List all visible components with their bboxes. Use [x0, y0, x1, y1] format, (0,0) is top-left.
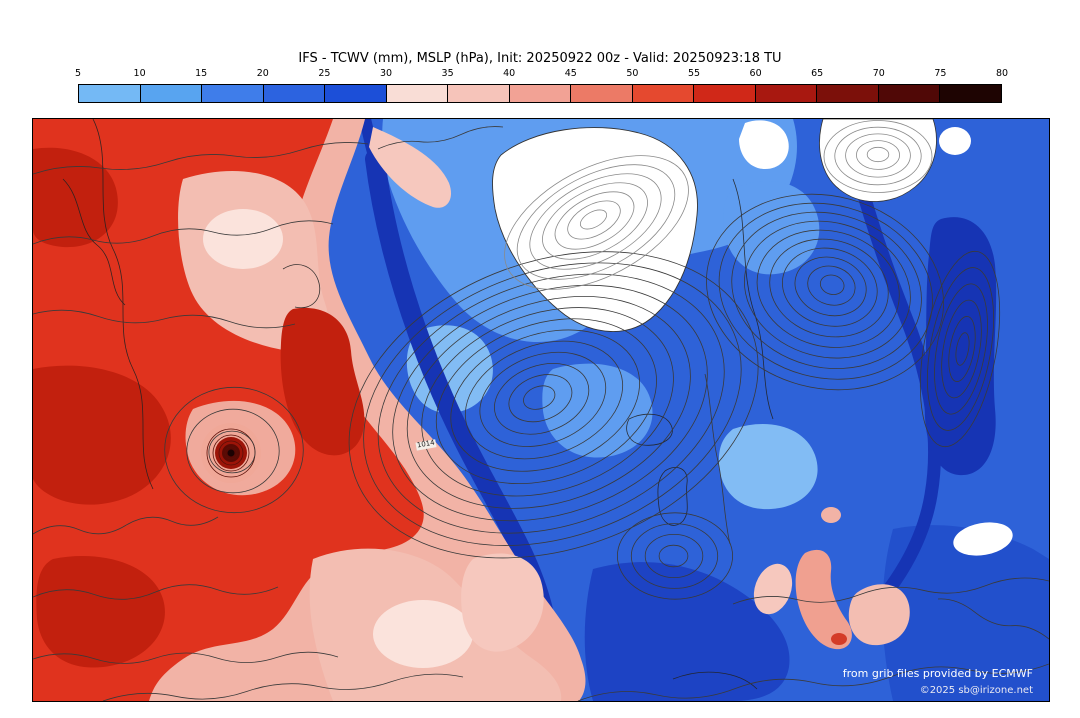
colorbar-segment	[448, 85, 510, 102]
colorbar-tick: 40	[503, 68, 516, 79]
ice-white-patches	[492, 119, 1013, 556]
chart-title: IFS - TCWV (mm), MSLP (hPa), Init: 20250…	[298, 51, 782, 66]
tcwv-europe-moist-patches	[461, 507, 910, 652]
colorbar-tick: 70	[872, 68, 885, 79]
colorbar-tick: 80	[995, 68, 1009, 79]
colorbar-segment	[878, 85, 941, 102]
colorbar-segment	[509, 85, 572, 102]
attribution-source: from grib files provided by ECMWF	[842, 667, 1033, 681]
colorbar-tick: 55	[687, 68, 701, 79]
colorbar-gradient	[78, 84, 1002, 103]
colorbar-segment	[817, 85, 879, 102]
tcwv-warm-regions	[33, 119, 586, 701]
colorbar-segment	[755, 85, 818, 102]
colorbar-tick: 20	[256, 68, 269, 79]
colorbar-segment	[79, 85, 141, 102]
colorbar: 5 10 15 20 25 30 35 40 45 50 55 60 65 70 75 80	[74, 68, 1008, 103]
tcwv-dark-blue-regions	[359, 119, 1049, 701]
colorbar-segment	[571, 85, 633, 102]
colorbar-tick: 5	[74, 68, 82, 79]
colorbar-tick-labels: 5 10 15 20 25 30 35 40 45 50 55 60 65 70 75 80	[74, 68, 1008, 81]
colorbar-segment	[263, 85, 326, 102]
weather-map-canvas	[33, 119, 1049, 701]
colorbar-segment	[386, 85, 449, 102]
attribution-copyright: ©2025 sb@irizone.net	[919, 684, 1033, 696]
colorbar-tick: 60	[749, 68, 762, 79]
colorbar-tick: 65	[811, 68, 824, 79]
colorbar-segment	[632, 85, 695, 102]
mslp-contours	[33, 120, 1049, 701]
colorbar-tick: 45	[564, 68, 577, 79]
colorbar-tick: 35	[441, 68, 454, 79]
colorbar-tick: 75	[934, 68, 947, 79]
weather-map: 1014 from grib files provided by ECMWF ©…	[32, 118, 1050, 702]
tropical-cyclone	[201, 423, 261, 483]
attribution: from grib files provided by ECMWF ©2025 …	[843, 665, 1033, 698]
colorbar-segment	[694, 85, 756, 102]
colorbar-tick: 50	[626, 68, 639, 79]
colorbar-tick: 30	[379, 68, 393, 79]
colorbar-segment	[202, 85, 264, 102]
colorbar-segment	[940, 85, 1001, 102]
colorbar-tick: 10	[133, 68, 146, 79]
colorbar-tick: 15	[195, 68, 208, 79]
colorbar-segment	[140, 85, 203, 102]
colorbar-tick: 25	[318, 68, 331, 79]
coastlines	[62, 119, 774, 690]
colorbar-segment	[325, 85, 387, 102]
